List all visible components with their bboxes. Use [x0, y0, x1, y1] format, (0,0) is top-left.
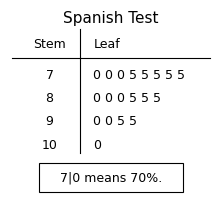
Text: 10: 10: [42, 139, 57, 152]
Text: 7: 7: [46, 69, 54, 82]
Text: 0: 0: [93, 139, 101, 152]
Text: Spanish Test: Spanish Test: [63, 11, 159, 26]
Text: 0 0 0 5 5 5 5 5: 0 0 0 5 5 5 5 5: [93, 69, 185, 82]
Text: Stem: Stem: [33, 38, 66, 51]
Text: Leaf: Leaf: [93, 38, 120, 51]
Text: 0 0 0 5 5 5: 0 0 0 5 5 5: [93, 92, 161, 105]
Text: 7|0 means 70%.: 7|0 means 70%.: [60, 172, 162, 185]
Text: 9: 9: [46, 115, 54, 128]
Text: 0 0 5 5: 0 0 5 5: [93, 115, 137, 128]
Text: 8: 8: [46, 92, 54, 105]
FancyBboxPatch shape: [39, 163, 183, 192]
